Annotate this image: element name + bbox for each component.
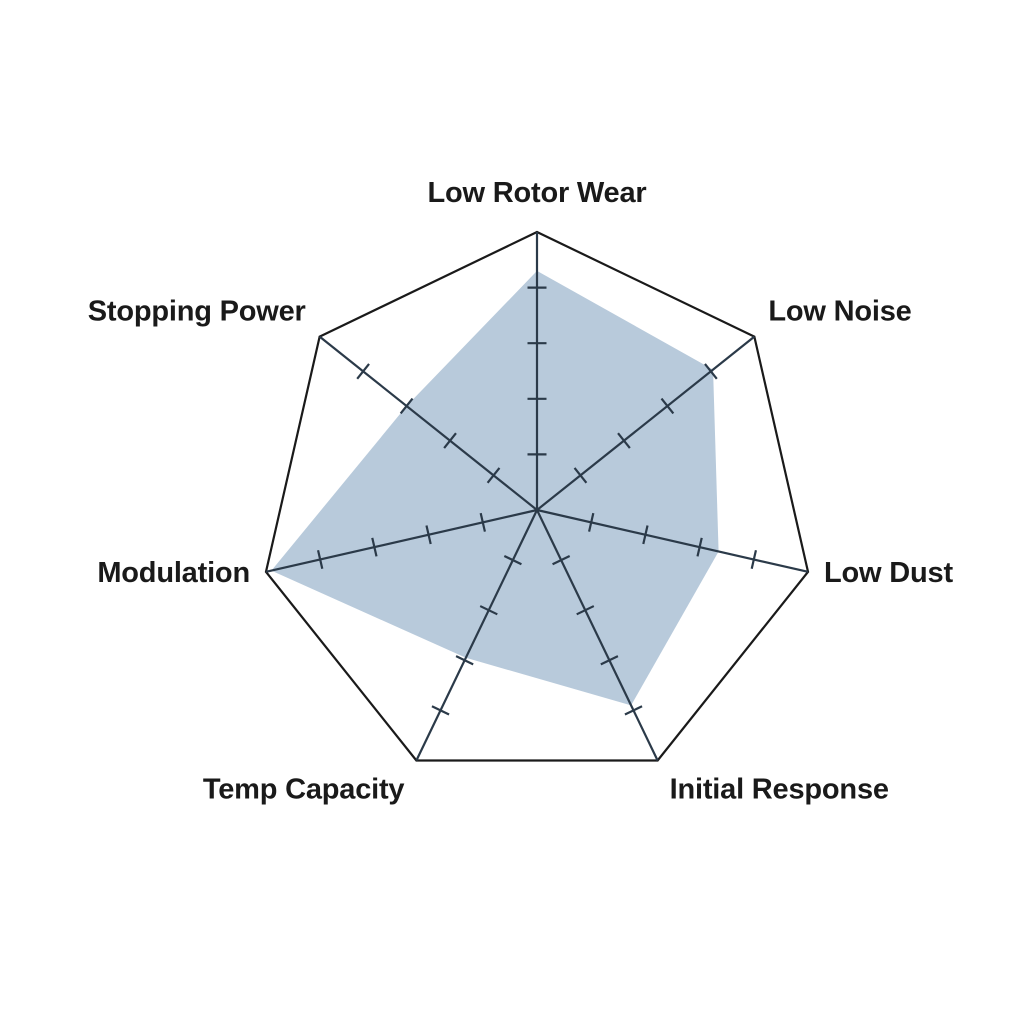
axis-tick	[503, 554, 522, 566]
axis-tick	[704, 363, 718, 380]
axis-spoke-modulation	[265, 508, 538, 573]
axis-tick	[660, 397, 675, 415]
axis-tick	[371, 537, 378, 557]
axis-spoke-temp-capacity	[415, 509, 538, 761]
axis-tick	[600, 655, 619, 666]
outer-boundary-polygon	[264, 230, 810, 762]
axis-spoke-initial-response	[536, 509, 659, 761]
axis-tick	[576, 605, 595, 616]
axis-spoke-stopping-power	[318, 335, 538, 511]
axis-tick	[455, 655, 474, 666]
axis-tick	[479, 512, 486, 532]
axis-label-modulation: Modulation	[97, 557, 250, 589]
axis-label-temp-capacity: Temp Capacity	[203, 773, 405, 805]
axis-spoke-low-dust	[536, 508, 809, 573]
axis-label-low-rotor-wear: Low Rotor Wear	[427, 177, 646, 209]
axis-tick	[588, 512, 595, 532]
axis-label-low-dust: Low Dust	[824, 557, 953, 589]
axis-tick	[552, 554, 571, 566]
axis-tick	[316, 549, 324, 569]
axis-tick	[479, 605, 498, 616]
axis-spokes-group	[265, 232, 809, 761]
axis-label-low-noise: Low Noise	[768, 296, 911, 328]
axis-tick	[399, 397, 414, 415]
axis-tick	[443, 432, 457, 449]
data-series-area	[271, 270, 719, 706]
axis-label-initial-response: Initial Response	[670, 773, 889, 805]
axis-labels-group: Low Rotor Wear Low Noise Low Dust Initial R…	[88, 177, 954, 805]
axis-tick	[624, 705, 643, 716]
axis-label-stopping-power: Stopping Power	[88, 296, 306, 328]
axis-tick	[573, 467, 588, 484]
axis-spoke-low-noise	[536, 335, 756, 511]
axis-tick	[431, 705, 450, 716]
axis-tick	[617, 432, 631, 449]
axis-tick	[425, 525, 432, 545]
axis-tick	[642, 525, 649, 545]
axis-tick	[750, 549, 758, 569]
axis-ticks-group	[316, 286, 758, 716]
axis-tick	[356, 363, 370, 380]
axis-tick	[696, 537, 703, 557]
axis-tick	[486, 467, 501, 484]
